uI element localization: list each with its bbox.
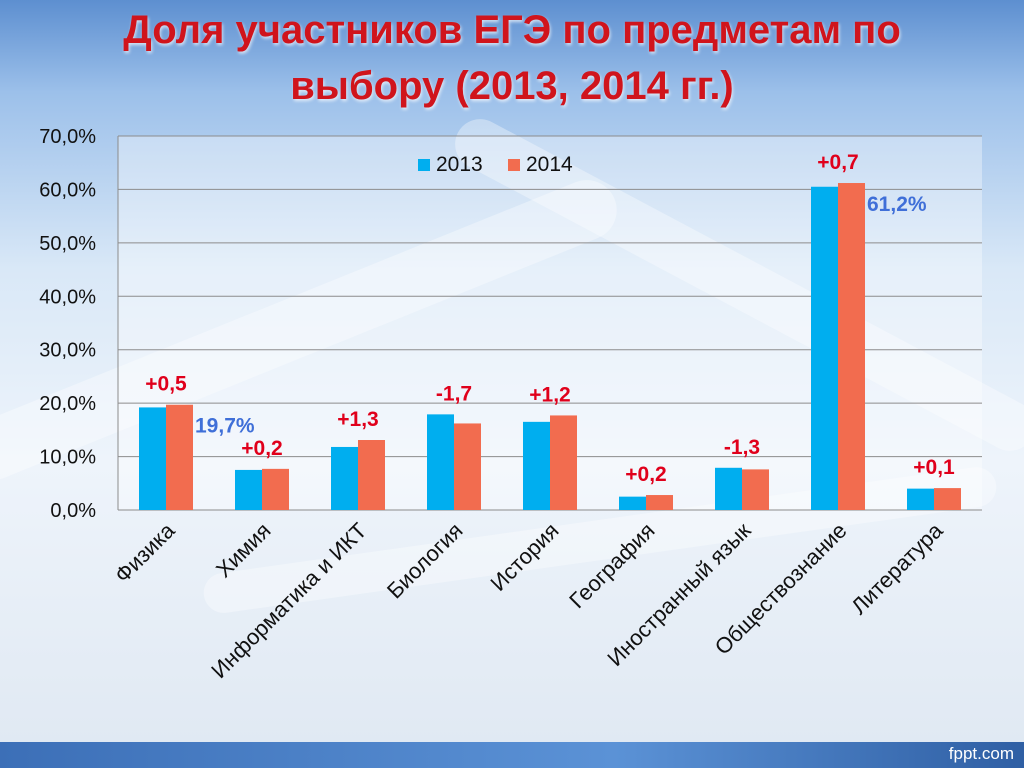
- bar-2013: [523, 421, 550, 510]
- bar-2013: [811, 186, 838, 510]
- legend-swatch: [508, 159, 520, 171]
- x-category-label: Информатика и ИКТ: [206, 518, 371, 683]
- bar-2014: [454, 423, 481, 510]
- y-tick-label: 20,0%: [39, 393, 96, 415]
- bar-2013: [907, 488, 934, 510]
- y-tick-label: 50,0%: [39, 233, 96, 255]
- y-axis-ticks: 0,0% 10,0% 20,0% 30,0% 40,0% 50,0% 60,0% 70,0%: [39, 126, 96, 522]
- bar-2013: [139, 407, 166, 510]
- slide-title: Доля участников ЕГЭ по предметам по выбо…: [0, 2, 1024, 114]
- bar-2013: [235, 469, 262, 510]
- legend-swatch: [418, 159, 430, 171]
- x-category-label: Литература: [846, 517, 948, 619]
- change-annotation: +0,2: [241, 437, 282, 460]
- bar-2014: [934, 488, 961, 510]
- y-tick-label: 30,0%: [39, 340, 96, 362]
- bar-2014: [838, 183, 865, 510]
- change-annotation: -1,3: [724, 436, 760, 459]
- change-annotation: +0,1: [913, 456, 955, 479]
- x-category-label: Биология: [382, 518, 468, 604]
- x-category-label: История: [486, 518, 564, 596]
- bars: [139, 183, 961, 510]
- bar-chart: 0,0%10,0%20,0%30,0%40,0%50,0%60,0%70,0% …: [39, 126, 982, 683]
- slide-title-line-1: Доля участников ЕГЭ по предметам по: [123, 8, 901, 52]
- annotations: +0,519,7%+0,2+1,3-1,7 +1,2+0,2-1,3+0,761,…: [145, 151, 955, 486]
- change-annotation: -1,7: [436, 382, 472, 405]
- y-tick-label: 60,0%: [39, 179, 96, 201]
- legend-label: 2014: [526, 153, 573, 176]
- legend-label: 2013: [436, 153, 483, 176]
- x-category-label: Физика: [110, 517, 180, 587]
- x-category-label: География: [564, 518, 659, 613]
- bar-2014: [550, 415, 577, 510]
- bar-2014: [262, 468, 289, 510]
- change-annotation: +1,3: [337, 408, 378, 431]
- value-annotation: 19,7%: [195, 415, 255, 438]
- y-tick-label: 10,0%: [39, 447, 96, 469]
- slide-title-line-2: выбору (2013, 2014 гг.): [290, 64, 734, 108]
- bar-2014: [358, 440, 385, 510]
- change-annotation: +0,2: [625, 463, 666, 486]
- value-annotation: 61,2%: [867, 193, 927, 216]
- change-annotation: +0,7: [817, 151, 858, 174]
- legend: 2013 2014: [418, 153, 573, 176]
- y-tick-label: 70,0%: [39, 126, 96, 148]
- bar-2014: [166, 404, 193, 510]
- bar-2013: [715, 467, 742, 510]
- bar-2014: [742, 469, 769, 510]
- bottom-bar: [0, 742, 1024, 768]
- bar-2013: [427, 414, 454, 510]
- bar-2013: [619, 496, 646, 510]
- brand-label: fppt.com: [948, 744, 1014, 763]
- y-tick-label: 40,0%: [39, 286, 96, 308]
- bar-2013: [331, 446, 358, 510]
- change-annotation: +0,5: [145, 373, 187, 396]
- x-category-label: Химия: [211, 518, 276, 583]
- bar-2014: [646, 495, 673, 510]
- y-tick-label: 0,0%: [50, 500, 96, 522]
- change-annotation: +1,2: [529, 383, 570, 406]
